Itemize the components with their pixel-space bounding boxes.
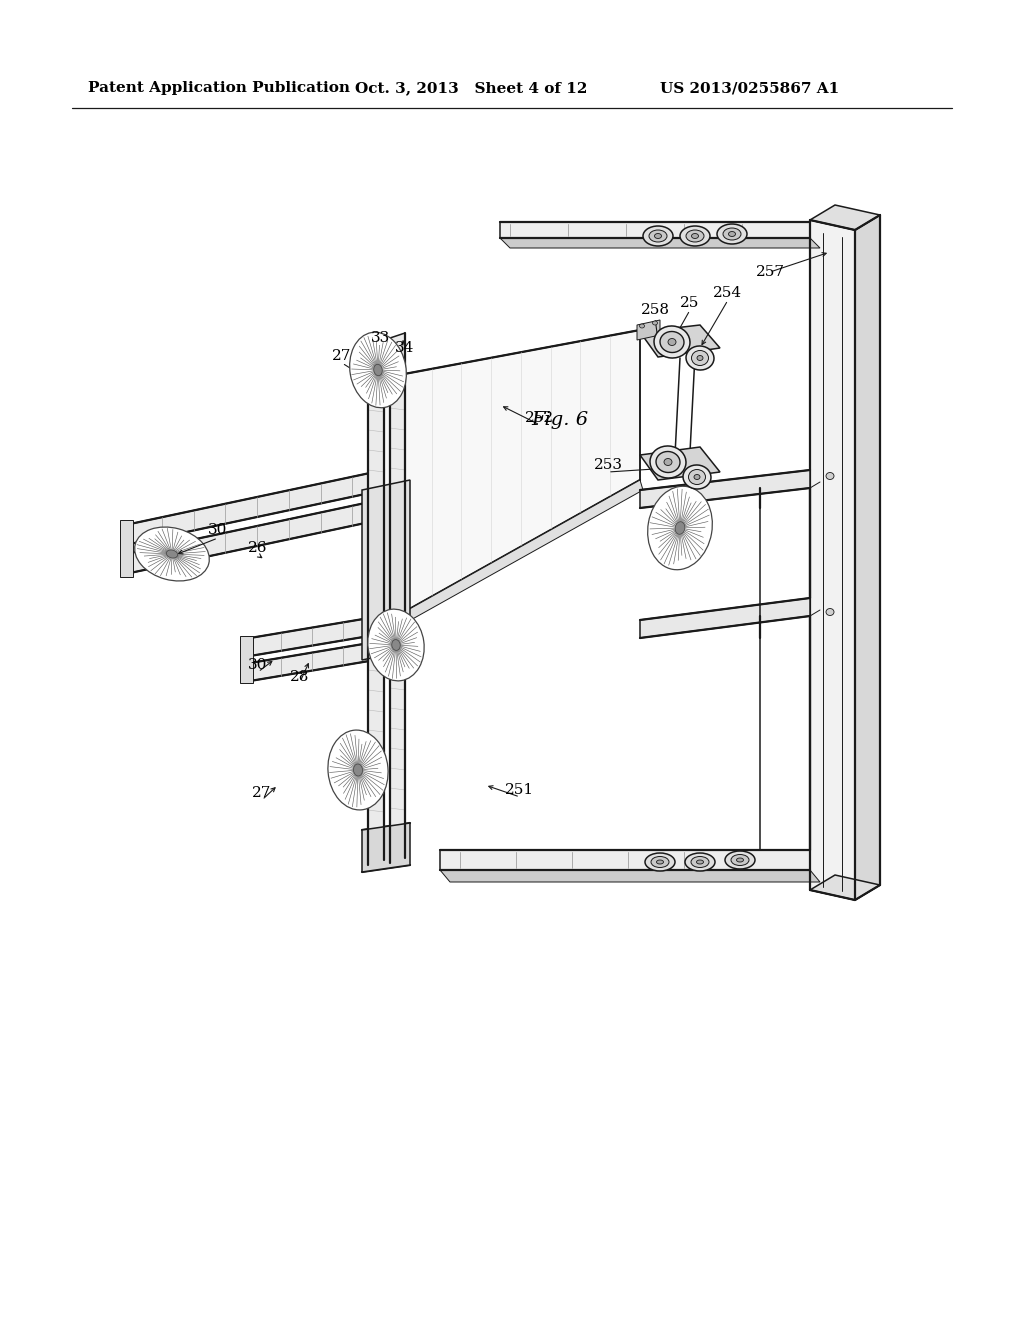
Polygon shape	[368, 335, 384, 865]
Text: 34: 34	[395, 341, 415, 355]
Polygon shape	[640, 470, 810, 508]
Ellipse shape	[686, 346, 714, 370]
Ellipse shape	[826, 473, 834, 479]
Polygon shape	[855, 215, 880, 900]
Text: 33: 33	[371, 331, 389, 345]
Polygon shape	[440, 870, 820, 882]
Text: 252: 252	[525, 411, 555, 425]
Ellipse shape	[685, 853, 715, 871]
Polygon shape	[810, 220, 855, 900]
Polygon shape	[440, 850, 810, 870]
Text: US 2013/0255867 A1: US 2013/0255867 A1	[660, 81, 840, 95]
Polygon shape	[810, 205, 880, 230]
Polygon shape	[362, 480, 410, 660]
Ellipse shape	[725, 851, 755, 869]
Text: 251: 251	[506, 783, 535, 797]
Text: 254: 254	[714, 286, 742, 300]
Ellipse shape	[645, 853, 675, 871]
Ellipse shape	[652, 321, 657, 325]
Ellipse shape	[654, 234, 662, 239]
Ellipse shape	[135, 527, 209, 581]
Ellipse shape	[686, 230, 705, 242]
Ellipse shape	[680, 226, 710, 246]
Ellipse shape	[656, 451, 680, 473]
Ellipse shape	[349, 333, 407, 408]
Text: 30: 30	[208, 523, 227, 537]
Ellipse shape	[675, 521, 685, 535]
Ellipse shape	[654, 326, 690, 358]
Ellipse shape	[328, 730, 388, 810]
Polygon shape	[250, 612, 406, 656]
Ellipse shape	[717, 224, 746, 244]
Polygon shape	[372, 330, 640, 630]
Text: 258: 258	[640, 304, 670, 317]
Text: 27: 27	[252, 785, 271, 800]
Polygon shape	[250, 638, 406, 681]
Ellipse shape	[664, 458, 672, 466]
Text: Patent Application Publication: Patent Application Publication	[88, 81, 350, 95]
Ellipse shape	[643, 226, 673, 246]
Polygon shape	[390, 333, 406, 863]
Text: 25: 25	[680, 296, 699, 310]
Text: 27: 27	[333, 348, 351, 363]
Text: 253: 253	[594, 458, 623, 473]
Ellipse shape	[368, 609, 424, 681]
Ellipse shape	[728, 231, 735, 236]
Ellipse shape	[649, 230, 667, 242]
Text: 26: 26	[248, 541, 267, 554]
Text: 257: 257	[756, 265, 784, 279]
Ellipse shape	[353, 764, 362, 776]
Text: Oct. 3, 2013   Sheet 4 of 12: Oct. 3, 2013 Sheet 4 of 12	[355, 81, 588, 95]
Ellipse shape	[731, 854, 749, 866]
Ellipse shape	[650, 446, 686, 478]
Ellipse shape	[691, 351, 709, 366]
Polygon shape	[640, 325, 720, 356]
Text: 28: 28	[291, 671, 309, 684]
Ellipse shape	[696, 861, 703, 865]
Ellipse shape	[656, 861, 664, 865]
Ellipse shape	[647, 486, 713, 570]
Polygon shape	[500, 238, 820, 248]
Ellipse shape	[694, 474, 700, 479]
Text: 30: 30	[248, 657, 267, 672]
Text: Fig. 6: Fig. 6	[531, 411, 589, 429]
Ellipse shape	[392, 640, 400, 651]
Ellipse shape	[660, 331, 684, 352]
Polygon shape	[372, 480, 643, 640]
Ellipse shape	[697, 355, 703, 360]
Polygon shape	[362, 822, 410, 873]
Ellipse shape	[691, 857, 709, 867]
Ellipse shape	[826, 609, 834, 615]
Ellipse shape	[736, 858, 743, 862]
Polygon shape	[120, 520, 133, 577]
Polygon shape	[640, 447, 720, 480]
Ellipse shape	[374, 364, 382, 376]
Polygon shape	[130, 470, 384, 544]
Polygon shape	[240, 636, 253, 682]
Polygon shape	[500, 222, 810, 238]
Ellipse shape	[167, 550, 177, 558]
Ellipse shape	[691, 234, 698, 239]
Polygon shape	[637, 319, 660, 341]
Ellipse shape	[683, 465, 711, 488]
Polygon shape	[130, 499, 384, 573]
Ellipse shape	[668, 338, 676, 346]
Polygon shape	[640, 598, 810, 638]
Ellipse shape	[640, 323, 644, 327]
Ellipse shape	[651, 857, 669, 867]
Ellipse shape	[723, 228, 741, 240]
Ellipse shape	[688, 470, 706, 484]
Polygon shape	[810, 875, 880, 900]
